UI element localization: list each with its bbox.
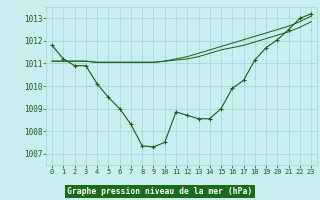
Text: Graphe pression niveau de la mer (hPa): Graphe pression niveau de la mer (hPa) [68,187,252,196]
